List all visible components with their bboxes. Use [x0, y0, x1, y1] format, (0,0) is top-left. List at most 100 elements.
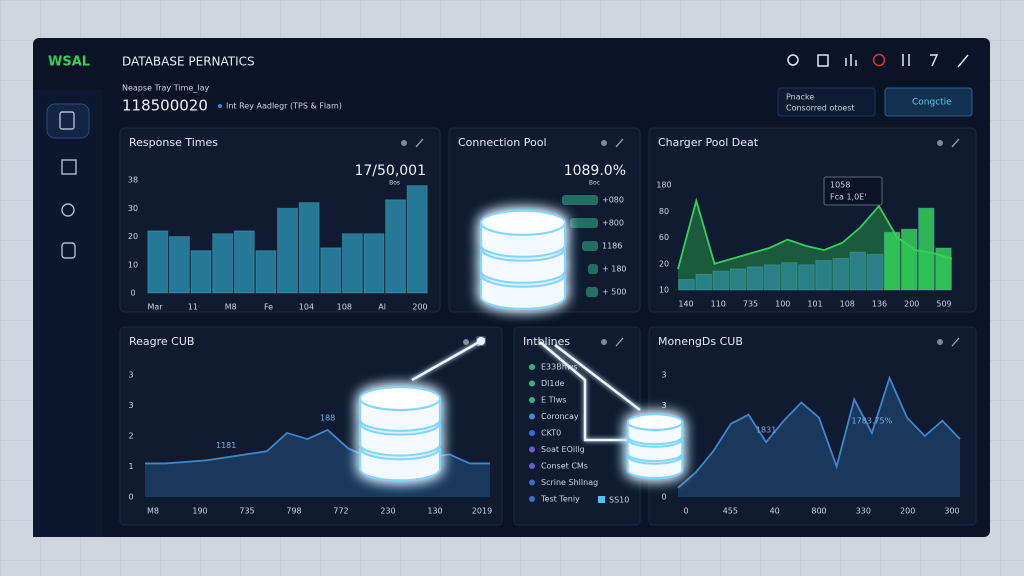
- nav-tables[interactable]: [61, 159, 77, 175]
- panel-menu[interactable]: [601, 140, 607, 146]
- panel-menu[interactable]: [937, 339, 943, 345]
- y-tick-label: 0: [661, 493, 666, 502]
- annotation: 188: [320, 413, 335, 422]
- panel-menu[interactable]: [601, 339, 607, 345]
- panel-expand[interactable]: [951, 337, 960, 347]
- x-tick-label: 108: [337, 303, 352, 312]
- metric: 118500020: [122, 97, 208, 115]
- database-disk: [480, 274, 566, 310]
- nav-reports[interactable]: [59, 111, 75, 130]
- y-tick-label: 10: [128, 260, 138, 269]
- export-icon[interactable]: [817, 54, 829, 67]
- panel-menu[interactable]: [463, 339, 469, 345]
- legend-label: E Tlws: [541, 396, 566, 405]
- bar: [866, 253, 884, 291]
- panel-menu[interactable]: [937, 140, 943, 146]
- x-tick-label: 110: [711, 300, 726, 309]
- database-disk: [359, 423, 441, 457]
- panel-value-note: Boc: [589, 180, 600, 187]
- x-tick-label: 509: [936, 300, 951, 309]
- panel-title: Connection Pool: [458, 136, 547, 149]
- x-tick-label: 800: [811, 507, 826, 516]
- logo: WSAL: [48, 55, 90, 70]
- y-tick-label: 3: [661, 401, 666, 410]
- y-tick-label: 3: [128, 371, 133, 380]
- panel-title: Charger Pool Deat: [658, 136, 759, 149]
- panel-expand[interactable]: [615, 138, 624, 148]
- legend-label: CKT0: [541, 429, 561, 438]
- y-tick-label: 20: [128, 232, 138, 241]
- subtitle: Neapse Tray Time_Iay: [122, 84, 210, 93]
- pool-label: +800: [602, 219, 624, 228]
- x-tick-label: 798: [286, 507, 301, 516]
- tooltip: [823, 176, 883, 206]
- database-icon: [359, 386, 441, 482]
- annotation: 1831: [756, 426, 776, 435]
- nav-links[interactable]: [61, 203, 75, 217]
- database-icon: [480, 209, 566, 310]
- pool-bar: [586, 287, 598, 297]
- panel-expand[interactable]: [615, 337, 624, 347]
- button[interactable]: [884, 87, 973, 117]
- tooltip-line: Fca 1,0E': [830, 193, 866, 202]
- legend-swatch: [529, 496, 535, 502]
- legend-swatch: [529, 413, 535, 420]
- panel-title: Response Times: [129, 136, 218, 149]
- legend-label: Test Teniy: [540, 495, 580, 504]
- bar: [385, 199, 407, 294]
- y-tick-label: 80: [659, 207, 669, 216]
- alert-icon[interactable]: [872, 53, 886, 67]
- x-tick-label: 40: [770, 507, 780, 516]
- bar: [363, 233, 385, 294]
- status-line: Consorred otoest: [786, 104, 855, 113]
- bar: [815, 260, 832, 291]
- bar: [781, 262, 798, 291]
- x-tick-label: Mar: [147, 303, 163, 312]
- sidebar: [33, 90, 103, 537]
- legend-label: Scrine Shllnag: [541, 478, 598, 487]
- line: [677, 197, 953, 270]
- settings-icon[interactable]: [957, 54, 969, 68]
- bar: [798, 264, 815, 291]
- y-tick-label: 30: [128, 204, 138, 213]
- bar: [712, 270, 730, 291]
- legend-swatch: [529, 364, 535, 370]
- bar: [729, 268, 747, 291]
- x-tick-label: 300: [944, 507, 959, 516]
- bar: [918, 207, 935, 291]
- legend-swatch: [529, 397, 535, 403]
- decor: [359, 209, 684, 482]
- tools-icon[interactable]: [902, 54, 910, 66]
- bar: [695, 273, 712, 291]
- area: [678, 378, 960, 497]
- stats-icon[interactable]: [845, 54, 857, 66]
- x-tick-label: 11: [188, 303, 198, 312]
- nav-lock[interactable]: [61, 242, 76, 259]
- nav-active[interactable]: [46, 103, 90, 139]
- x-tick-label: 136: [872, 300, 887, 309]
- pool-bar: [562, 195, 598, 205]
- bar: [935, 247, 952, 291]
- legend-label: Dl1de: [541, 379, 565, 388]
- x-tick-label: 108: [840, 300, 855, 309]
- bar: [147, 230, 169, 294]
- status-box: [777, 87, 876, 117]
- bar: [900, 228, 918, 291]
- panel-value: 17/50,001: [354, 163, 426, 179]
- button-label[interactable]: Congctie: [912, 98, 952, 108]
- filter-icon[interactable]: [930, 54, 939, 67]
- panel-title: Reagre CUB: [129, 335, 194, 348]
- legend-label: Soat EOillg: [541, 445, 585, 454]
- search-icon[interactable]: [787, 54, 799, 66]
- database-icon: [626, 413, 684, 480]
- pool-bar: [588, 264, 598, 274]
- panel-expand[interactable]: [415, 138, 424, 148]
- x-tick-label: 100: [775, 300, 790, 309]
- panel-title: Intblines: [523, 335, 570, 348]
- panel-expand[interactable]: [951, 138, 960, 148]
- bar: [849, 251, 867, 291]
- panel-menu[interactable]: [401, 140, 407, 146]
- x-tick-label: 455: [723, 507, 738, 516]
